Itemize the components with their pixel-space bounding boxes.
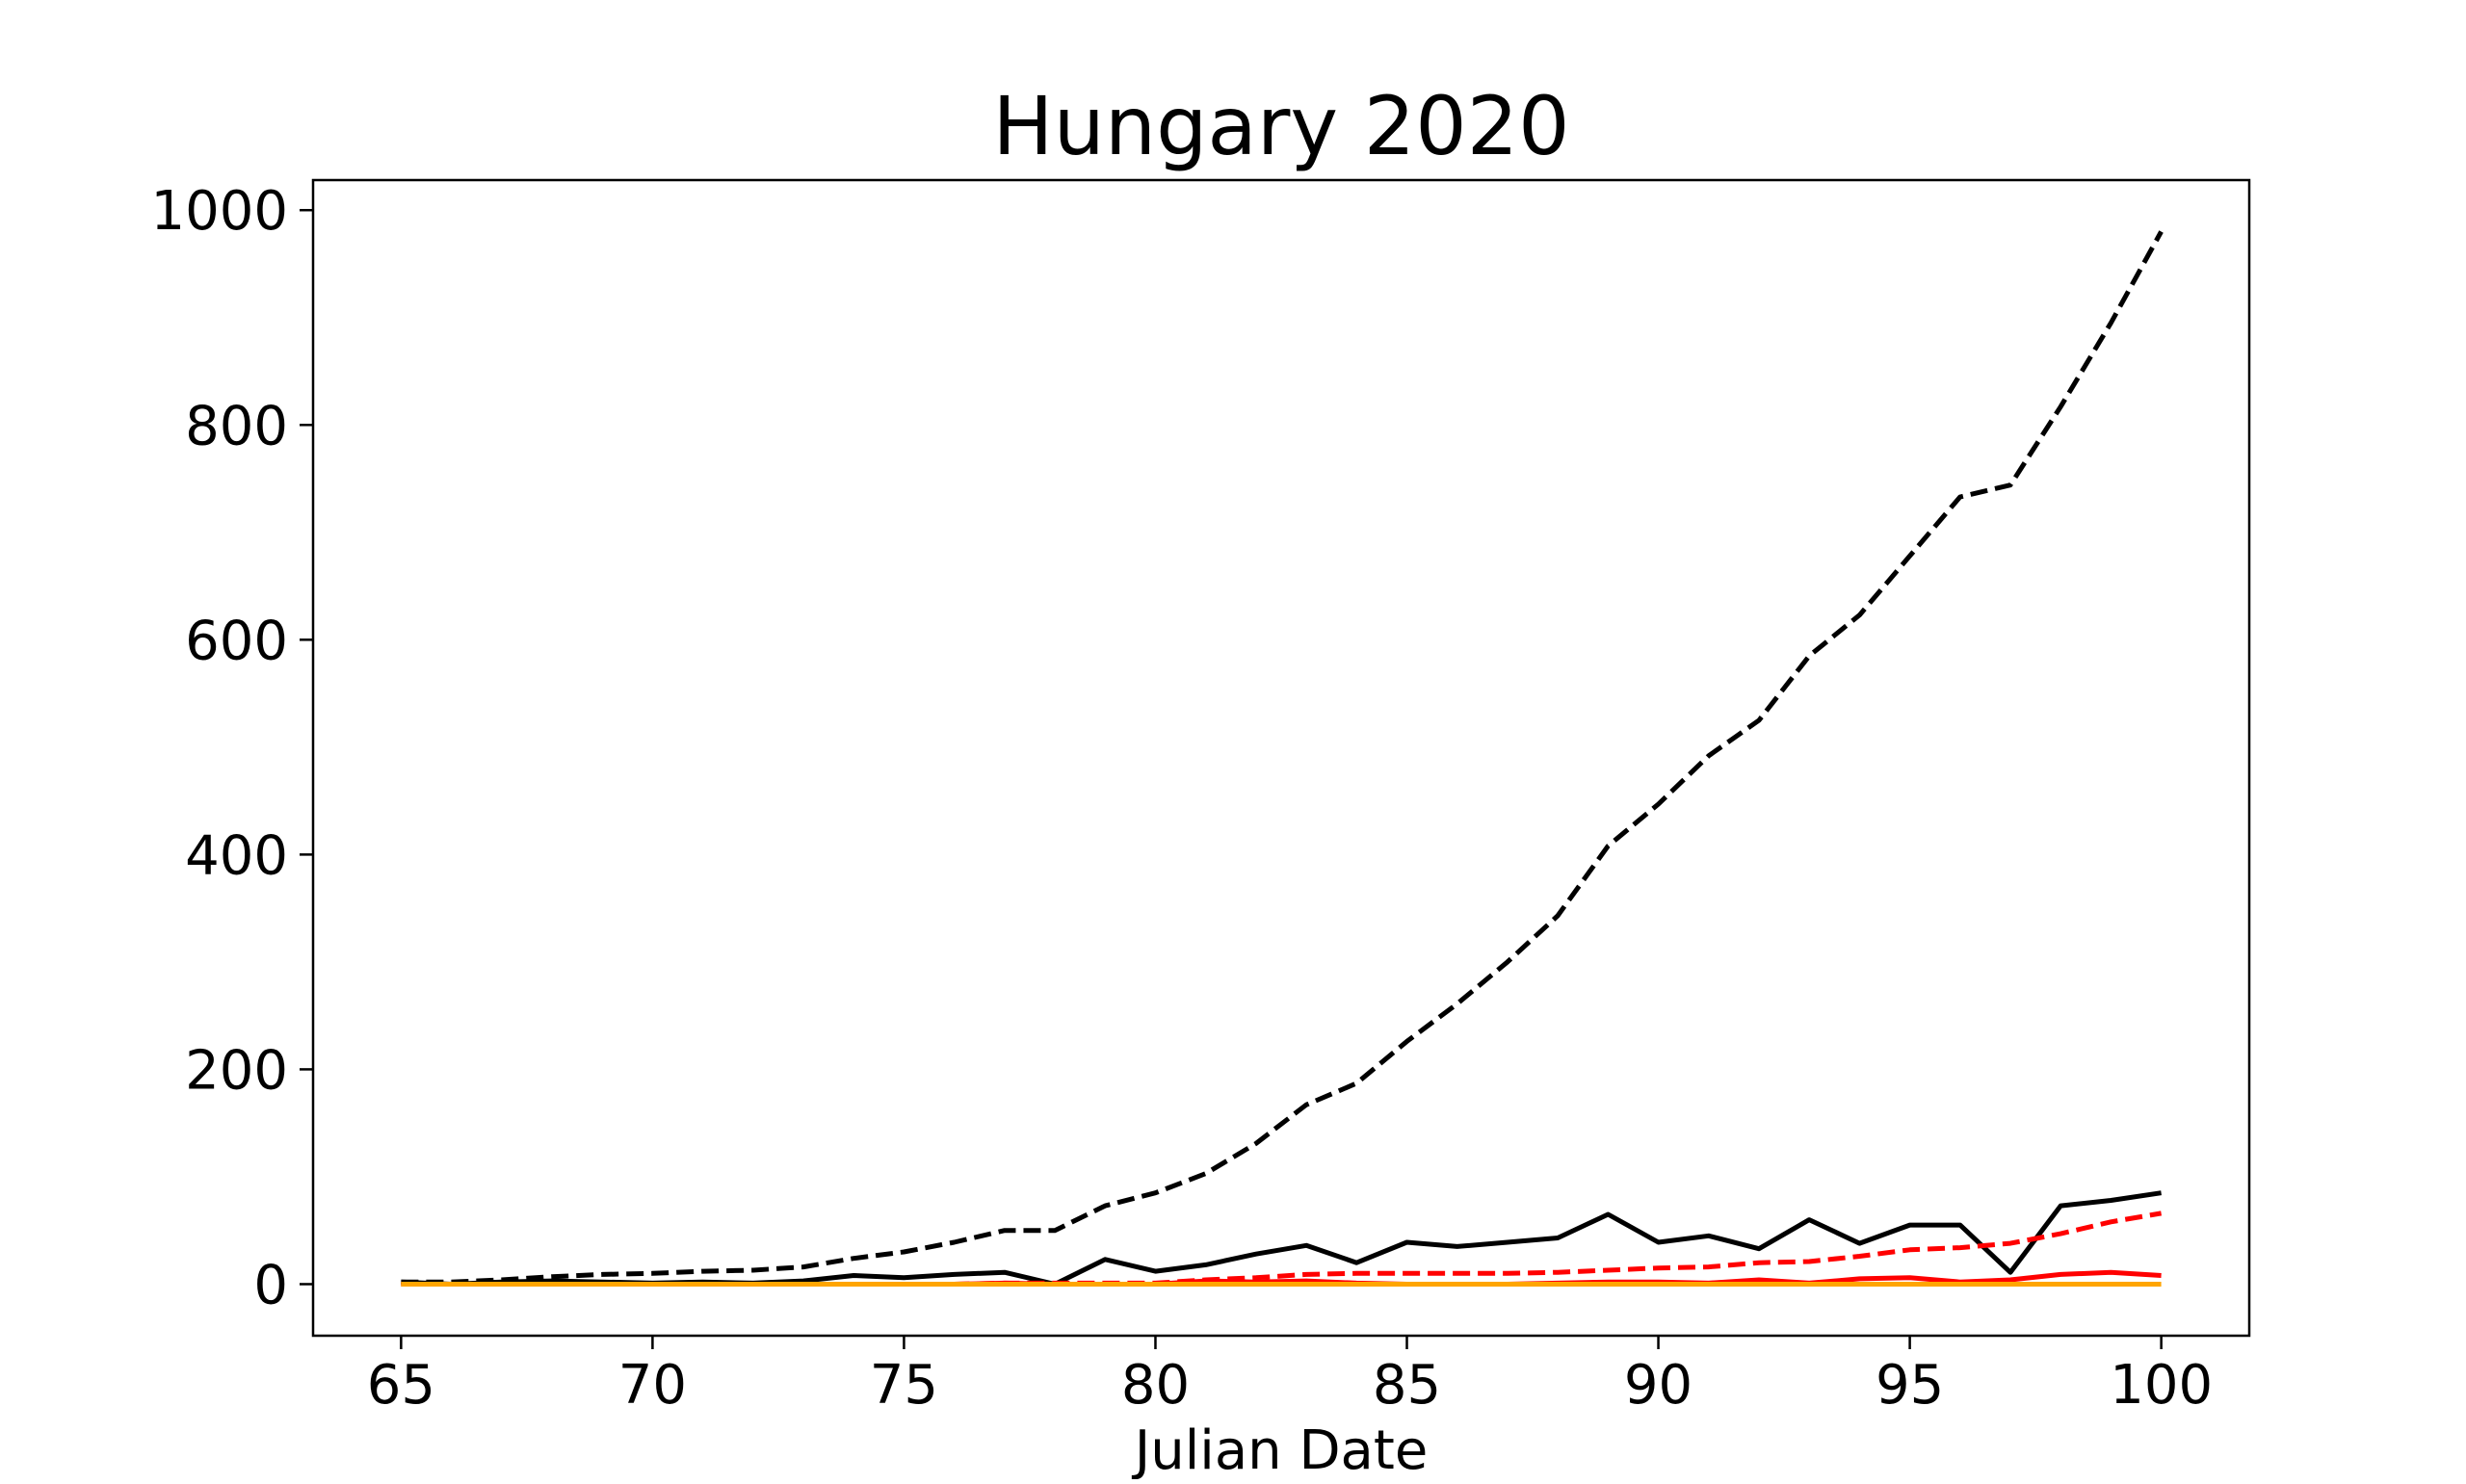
series-line-1 [401, 230, 2164, 1285]
x-axis-label: Julian Date [1132, 1419, 1429, 1479]
x-tick-label: 80 [1121, 1354, 1190, 1417]
y-tick-label: 0 [253, 1254, 288, 1316]
y-tick-label: 600 [185, 610, 288, 672]
x-tick-label: 70 [618, 1354, 687, 1417]
x-tick-label: 100 [2110, 1354, 2213, 1417]
x-axis: 65 70 75 80 85 90 95 100 [367, 1336, 2213, 1417]
x-tick-label: 90 [1624, 1354, 1692, 1417]
y-tick-label: 1000 [150, 180, 288, 243]
x-tick-label: 85 [1373, 1354, 1441, 1417]
x-tick-label: 65 [367, 1354, 435, 1417]
plot-frame [311, 178, 2251, 1338]
x-tick-label: 75 [870, 1354, 938, 1417]
y-tick-label: 800 [185, 395, 288, 457]
x-tick-label: 95 [1876, 1354, 1944, 1417]
series-line-3 [401, 1211, 2163, 1287]
series-layer [401, 230, 2164, 1287]
y-tick-label: 200 [185, 1039, 288, 1102]
y-axis: 0 200 400 600 800 1000 [150, 180, 313, 1316]
chart-title: Hungary 2020 [992, 79, 1569, 173]
y-tick-label: 400 [185, 824, 288, 887]
